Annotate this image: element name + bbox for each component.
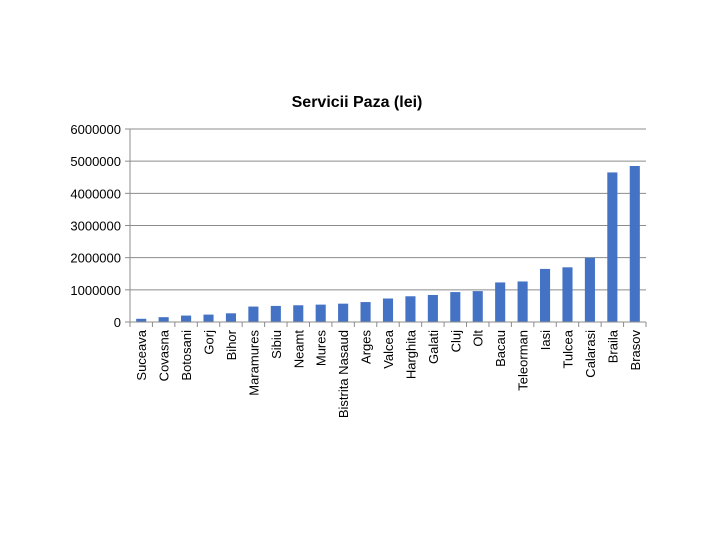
bar-calarasi [584,257,595,322]
x-category-label: Gorj [202,330,217,355]
x-category-label: Galati [426,330,441,364]
bar-iasi [539,268,551,322]
bar-bihor [225,313,237,322]
bar-harghita [405,296,416,322]
gridlines [130,128,646,291]
bar-botosani [181,315,192,322]
x-category-label: Calarasi [583,330,598,378]
x-category-label: Mures [314,330,329,367]
x-category-label: Bihor [224,329,239,360]
y-tick-label: 2000000 [70,251,121,266]
bar-gorj [203,314,214,322]
bar-galati [427,294,438,322]
bar-braila [607,172,618,322]
x-category-label: Botosani [179,330,194,381]
x-category-label: Brasov [628,330,643,371]
y-tick-label: 0 [114,315,121,330]
x-category-label: Bacau [493,330,508,367]
bar-maramures [248,306,259,322]
x-category-label: Covasna [157,329,172,381]
chart-title: Servicii Paza (lei) [292,94,423,111]
x-category-label: Arges [359,330,374,364]
x-category-label: Iasi [538,330,553,350]
x-category-label: Cluj [448,330,463,353]
x-category-label: Braila [605,329,620,363]
bar-mures [315,304,326,322]
x-category-label: Harghita [403,329,418,379]
bar-olt [472,291,483,322]
bar-brasov [629,165,640,322]
bars [136,165,640,322]
y-tick-label: 3000000 [70,219,121,234]
x-category-label: Olt [471,330,486,347]
bar-cluj [450,292,461,322]
x-category-label: Tulcea [560,329,575,368]
x-category-label: Teleorman [516,330,531,391]
bar-bistrita-nasaud [338,303,349,322]
x-category-label: Valcea [381,329,396,369]
y-tick-label: 4000000 [70,186,121,201]
x-axis-labels: Suceava Covasna Botosani Gorj Bihor Maramures… [129,322,647,418]
bar-neamt [293,305,304,322]
x-category-label: Maramures [246,330,261,396]
y-tick-label: 6000000 [70,122,121,137]
bar-tulcea [562,267,573,322]
x-category-label: Suceava [134,329,149,380]
y-tick-label: 1000000 [70,283,121,298]
bar-covasna [158,317,169,322]
x-category-label: Neamt [291,330,306,369]
bar-valcea [382,298,394,322]
bar-suceava [136,318,147,322]
bar-teleorman [517,281,528,322]
y-axis-ticks: 0 1000000 2000000 3000000 4000000 5000000 6000… [70,122,130,330]
bar-arges [360,302,371,322]
bar-sibiu [270,305,281,322]
x-category-label: Bistrita Nasaud [336,330,351,418]
x-category-label: Sibiu [269,330,284,359]
y-tick-label: 5000000 [70,154,121,169]
bar-bacau [495,282,506,322]
